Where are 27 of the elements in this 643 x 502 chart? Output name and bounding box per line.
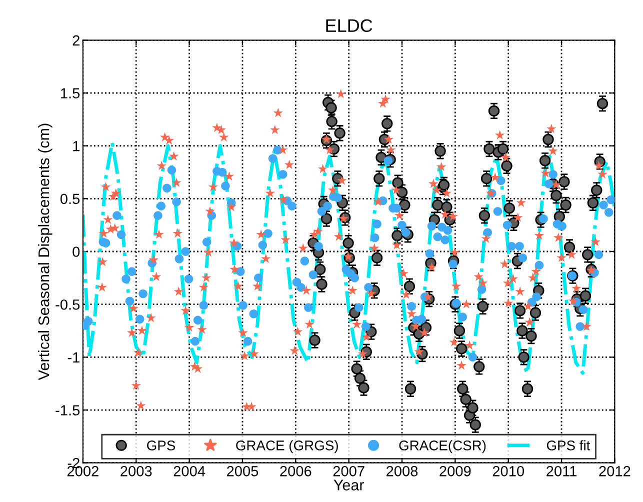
x-axis-title: Year <box>334 480 364 490</box>
y-axis-title: Vertical Seasonal Displacements (cm) <box>38 124 52 380</box>
x-tick-label: 2009 <box>440 466 471 476</box>
x-tick-label: 2005 <box>226 466 258 476</box>
y-tick-label: 0.5 <box>60 194 80 204</box>
y-tick-label: -0.5 <box>56 299 80 310</box>
x-tick-label: 2007 <box>333 466 364 476</box>
y-tick-label: 1.5 <box>61 88 80 98</box>
legend-label: GRACE (GRGS) <box>236 440 338 454</box>
x-tick-label: 2003 <box>120 466 152 476</box>
y-tick-label: -1 <box>68 352 80 362</box>
x-tick-label: 2012 <box>599 466 630 476</box>
x-tick-label: 2002 <box>67 466 98 476</box>
x-tick-label: 2011 <box>546 466 577 476</box>
x-tick-label: 2010 <box>492 466 524 476</box>
legend-label: GPS fit <box>546 440 590 450</box>
chart-title: ELDC <box>326 19 372 32</box>
y-tick-label: 0 <box>72 246 80 257</box>
y-tick-label: -1.5 <box>56 405 80 416</box>
y-tick-label: -2 <box>68 458 80 468</box>
y-tick-label: 1 <box>73 141 80 152</box>
x-tick-label: 2004 <box>174 466 206 476</box>
y-tick-label: 2 <box>72 35 80 46</box>
x-tick-label: 2008 <box>386 466 418 476</box>
legend-label: GPS <box>147 440 176 450</box>
x-tick-label: 2006 <box>280 466 312 476</box>
legend-label: GRACE(CSR) <box>399 440 486 454</box>
